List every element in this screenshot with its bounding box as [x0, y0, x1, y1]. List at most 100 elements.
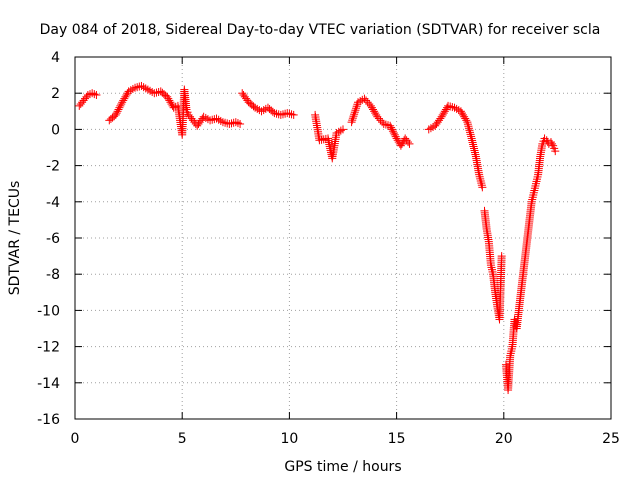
data-point: [369, 105, 378, 114]
x-tick-label: 25: [602, 431, 620, 447]
data-point: [362, 96, 371, 105]
data-point: [388, 127, 397, 136]
data-point: [548, 139, 557, 148]
data-point: [463, 120, 472, 129]
y-tick-label: 0: [51, 122, 60, 138]
data-point: [150, 89, 159, 98]
data-point: [379, 119, 388, 128]
data-point: [356, 97, 365, 106]
data-point: [348, 116, 357, 125]
data-point: [233, 119, 242, 128]
data-point: [164, 94, 173, 103]
data-point: [424, 125, 433, 134]
data-point: [350, 110, 359, 119]
data-point: [83, 91, 92, 100]
data-point: [332, 129, 341, 138]
data-point: [199, 112, 208, 121]
data-point: [114, 105, 123, 114]
data-point: [366, 101, 375, 110]
data-point: [154, 87, 163, 96]
data-point: [462, 116, 471, 125]
data-point: [214, 115, 223, 124]
data-point: [373, 112, 382, 121]
data-point: [391, 132, 400, 141]
data-point: [121, 92, 130, 101]
data-point: [388, 125, 397, 134]
data-point: [464, 122, 473, 131]
y-tick-labels: 4 2 0 -2 -4 -6 -8 -10 -12 -14 -16: [37, 50, 60, 428]
data-point: [270, 109, 279, 118]
data-point: [163, 92, 172, 101]
data-point: [442, 103, 451, 112]
data-point: [287, 110, 296, 119]
data-point: [476, 176, 485, 185]
data-point: [111, 110, 120, 119]
data-point: [206, 116, 215, 125]
data-point: [118, 98, 127, 107]
data-point: [122, 91, 131, 100]
data-point: [437, 112, 446, 121]
x-tick-label: 10: [280, 431, 298, 447]
y-tick-label: -12: [37, 340, 60, 356]
data-point: [497, 252, 506, 261]
data-point: [201, 113, 210, 122]
data-point: [126, 86, 135, 95]
x-tick-label: 20: [495, 431, 513, 447]
data-point: [370, 107, 379, 116]
data-point: [376, 116, 385, 125]
data-point: [135, 82, 144, 91]
data-point: [349, 112, 358, 121]
data-point: [475, 172, 484, 181]
data-point: [119, 96, 128, 105]
data-point: [396, 141, 405, 150]
data-point: [389, 129, 398, 138]
data-point: [387, 123, 396, 132]
data-point: [257, 107, 266, 116]
data-point: [334, 127, 343, 136]
data-point: [166, 98, 175, 107]
data-point: [285, 109, 294, 118]
data-point: [221, 118, 230, 127]
data-point: [475, 170, 484, 179]
data-point: [339, 125, 347, 134]
data-point: [457, 109, 466, 118]
y-axis-label: SDTVAR / TECUs: [7, 181, 23, 296]
data-point: [459, 110, 468, 119]
data-point: [348, 114, 357, 123]
data-point: [452, 104, 461, 113]
chart-title: Day 084 of 2018, Sidereal Day-to-day VTE…: [40, 22, 601, 38]
data-point: [397, 139, 406, 148]
data-point: [137, 81, 146, 90]
data-point: [131, 83, 140, 92]
data-point: [352, 102, 361, 111]
data-point: [354, 98, 363, 107]
data-point: [251, 103, 260, 112]
data-point: [278, 110, 287, 119]
data-point: [141, 84, 150, 93]
data-point: [198, 114, 207, 123]
data-point: [347, 118, 356, 127]
data-point: [358, 95, 367, 104]
data-point: [542, 136, 551, 145]
data-point: [478, 183, 487, 192]
data-point: [367, 103, 376, 112]
y-tick-label: -10: [37, 303, 60, 319]
data-point: [440, 107, 449, 116]
x-axis-label: GPS time / hours: [284, 459, 401, 475]
data-point: [283, 109, 292, 118]
data-point: [352, 104, 361, 113]
data-point: [112, 109, 121, 118]
y-tick-label: -6: [46, 231, 60, 247]
data-point: [551, 147, 560, 156]
y-tick-label: -4: [46, 195, 60, 211]
x-tick-labels: 0 5 10 15 20 25: [71, 431, 620, 447]
data-point: [120, 94, 129, 103]
data-point: [426, 124, 435, 133]
data-point: [117, 100, 126, 109]
data-point: [477, 181, 486, 190]
data-point: [272, 109, 281, 118]
data-point: [210, 115, 219, 124]
data-point: [392, 134, 401, 143]
data-point: [116, 101, 125, 110]
data-point: [268, 107, 277, 116]
